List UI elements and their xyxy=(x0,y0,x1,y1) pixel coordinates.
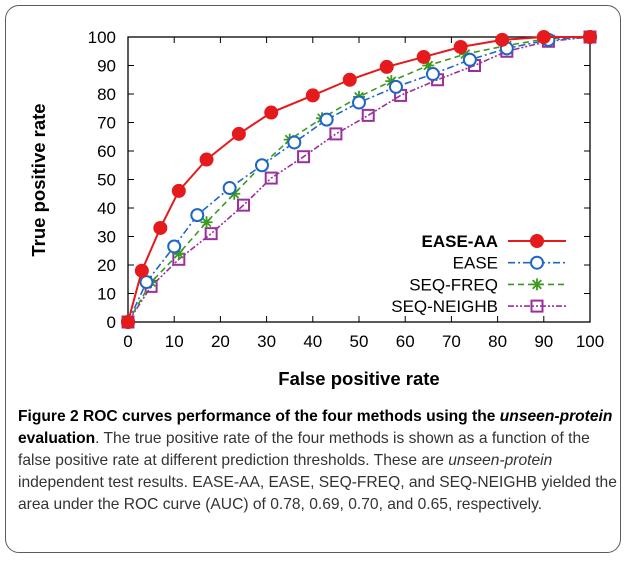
data-point-ease xyxy=(462,52,477,67)
data-point-ease-aa xyxy=(199,152,214,167)
caption-text-italic: unseen-protein xyxy=(448,452,553,469)
x-tick-label: 60 xyxy=(396,332,415,351)
data-point-ease-aa xyxy=(121,315,135,329)
data-point-ease xyxy=(254,158,269,173)
data-point-seq-freq xyxy=(385,75,398,88)
data-point-seq-freq xyxy=(422,59,435,72)
data-point-ease-aa xyxy=(495,32,510,47)
legend-item-ease: EASE xyxy=(453,254,566,273)
caption-title: Figure 2 ROC curves performance of the f… xyxy=(18,408,612,447)
data-point-ease-aa xyxy=(379,59,394,74)
data-point-ease xyxy=(287,135,302,150)
data-point-seq-freq xyxy=(228,187,241,200)
legend-label-ease: EASE xyxy=(453,254,498,273)
data-point-seq-neighb xyxy=(361,108,375,122)
data-point-ease xyxy=(425,67,440,82)
data-point-ease xyxy=(352,95,366,110)
data-point-ease-aa xyxy=(416,49,431,64)
plot-border xyxy=(127,36,591,323)
data-point-ease-aa xyxy=(264,105,279,120)
x-axis-title: False positive rate xyxy=(278,368,439,389)
data-point-ease-aa xyxy=(305,88,320,103)
data-point-ease xyxy=(190,208,205,223)
data-point-ease-aa xyxy=(536,30,551,44)
x-tick-label: 80 xyxy=(488,332,507,351)
y-tick-label: 60 xyxy=(97,142,116,161)
data-point-seq-freq xyxy=(200,216,213,229)
x-tick-label: 90 xyxy=(534,332,553,351)
data-point-ease-aa xyxy=(171,183,186,198)
x-tick-label: 0 xyxy=(123,332,132,351)
data-point-ease-aa xyxy=(153,220,168,235)
series-line-seq-freq xyxy=(127,36,591,323)
legend-label-ease-aa: EASE-AA xyxy=(421,232,498,251)
series-line-seq-neighb xyxy=(127,36,591,323)
legend-marker-ease xyxy=(530,255,544,270)
data-point-seq-neighb xyxy=(204,227,218,241)
data-point-ease xyxy=(388,79,403,94)
y-tick-label: 90 xyxy=(97,57,116,76)
caption-fig-label: Figure 2 xyxy=(18,408,79,425)
chart-legend: EASE-AA EASE SEQ-FREQ SEQ-NEIGHB xyxy=(391,232,566,316)
series-line-ease xyxy=(127,36,591,323)
x-tick-label: 70 xyxy=(442,332,461,351)
legend-label-seq-neighb: SEQ-NEIGHB xyxy=(391,297,498,316)
figure-frame xyxy=(5,5,621,553)
y-tick-label: 100 xyxy=(88,28,116,47)
y-axis-title: True positive rate xyxy=(28,103,49,256)
caption-title-part2: evaluation xyxy=(18,430,96,447)
x-tick-label: 50 xyxy=(350,332,369,351)
data-point-ease xyxy=(222,181,237,196)
y-tick-label: 30 xyxy=(97,228,116,247)
y-tick-label: 80 xyxy=(97,85,116,104)
series-ease-aa xyxy=(121,30,597,329)
y-tick-label: 20 xyxy=(97,256,116,275)
series-line-ease-aa xyxy=(127,36,590,323)
x-tick-label: 20 xyxy=(211,332,230,351)
y-tick-label: 70 xyxy=(97,114,116,133)
legend-marker-ease-aa xyxy=(530,234,544,248)
data-point-ease-aa xyxy=(231,126,246,141)
caption-text1: . The true positive rate of the four met… xyxy=(18,430,590,469)
figure-caption: Figure 2 ROC curves performance of the f… xyxy=(18,406,618,516)
data-point-ease-aa xyxy=(134,263,149,278)
y-tick-label: 10 xyxy=(97,285,116,304)
legend-marker-seq-freq xyxy=(531,278,543,291)
legend-item-seq-freq: SEQ-FREQ xyxy=(409,275,566,294)
legend-label-seq-freq: SEQ-FREQ xyxy=(409,275,498,294)
legend-item-ease-aa: EASE-AA xyxy=(421,232,566,251)
roc-chart: 0 10 20 30 40 50 60 70 80 90 100 0 10 20 30 40 50 60 70 80 9… xyxy=(28,28,605,389)
legend-marker-seq-neighb xyxy=(530,299,544,313)
chart-axes: 0 10 20 30 40 50 60 70 80 90 100 0 10 20 30 40 50 60 70 80 9… xyxy=(88,28,605,351)
data-point-seq-freq xyxy=(172,247,185,260)
caption-title-italic: unseen-protein xyxy=(499,408,613,425)
data-point-ease xyxy=(319,112,334,127)
data-point-ease xyxy=(139,275,154,290)
data-point-ease-aa xyxy=(342,72,357,87)
chart-series xyxy=(121,30,597,329)
x-tick-label: 100 xyxy=(576,332,604,351)
data-point-ease-aa xyxy=(453,39,468,54)
data-point-seq-freq xyxy=(459,48,472,61)
data-point-ease xyxy=(167,239,182,254)
y-tick-label: 50 xyxy=(97,171,116,190)
y-tick-label: 40 xyxy=(97,199,116,218)
caption-title-part1: ROC curves performance of the four metho… xyxy=(83,408,496,425)
x-tick-label: 10 xyxy=(165,332,184,351)
x-tick-label: 30 xyxy=(257,332,276,351)
legend-item-seq-neighb: SEQ-NEIGHB xyxy=(391,297,566,316)
data-point-seq-neighb xyxy=(237,198,250,212)
data-point-seq-neighb xyxy=(297,150,311,164)
x-tick-label: 40 xyxy=(303,332,322,351)
caption-text2: independent test results. EASE-AA, EASE,… xyxy=(18,474,617,513)
data-point-seq-neighb xyxy=(329,127,343,141)
data-point-ease-aa xyxy=(583,30,597,44)
y-tick-label: 0 xyxy=(107,313,116,332)
data-point-seq-neighb xyxy=(264,171,278,185)
